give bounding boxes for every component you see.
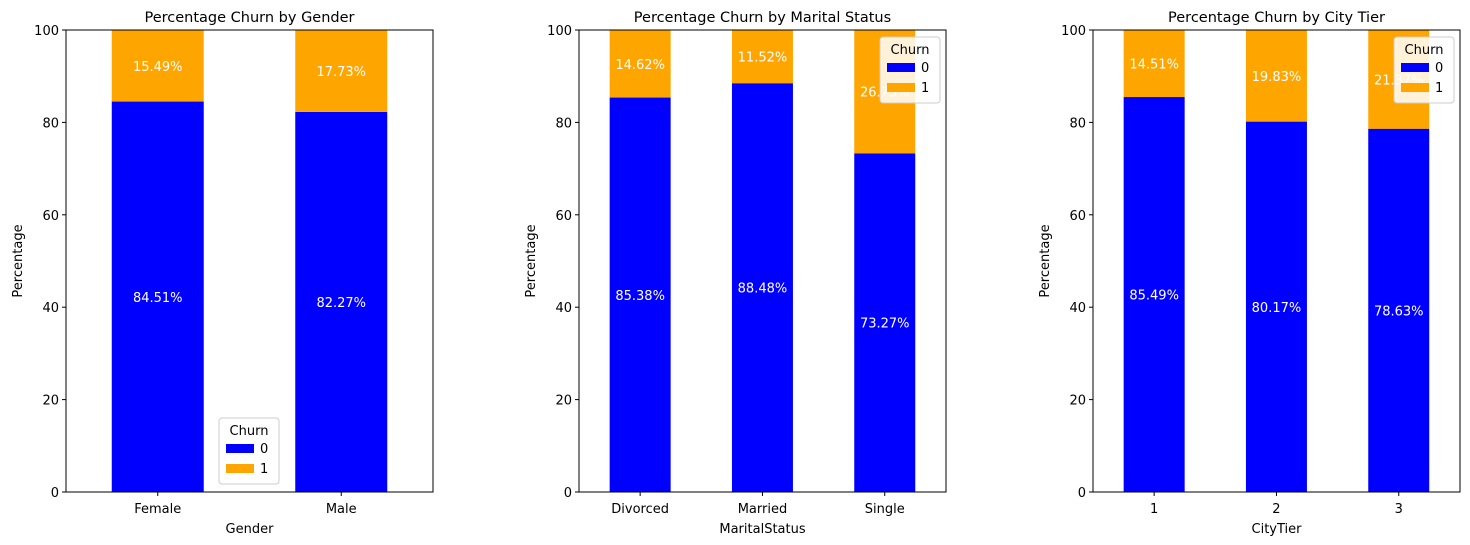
bar-label: 14.51%	[1129, 58, 1179, 73]
x-tick-label: Divorced	[611, 502, 669, 517]
legend-entry-label: 1	[1435, 81, 1443, 96]
bar-label: 19.83%	[1252, 70, 1302, 85]
y-tick-label: 100	[547, 24, 572, 39]
legend-title: Churn	[1405, 43, 1444, 58]
bar-label: 14.62%	[615, 58, 665, 73]
chart-panel-2: Percentage Churn by Marital Status 85.38%…	[524, 10, 946, 537]
bar-label: 11.52%	[738, 51, 788, 66]
legend-entry-label: 1	[260, 462, 268, 477]
y-tick-label: 60	[1069, 209, 1086, 224]
legend: Churn 0 1	[880, 37, 940, 103]
legend-entry-label: 0	[1435, 61, 1443, 76]
x-axis-label: Gender	[226, 522, 275, 537]
y-tick-label: 80	[42, 116, 59, 131]
y-tick-label: 100	[1061, 24, 1086, 39]
x-tick-label: Married	[738, 502, 788, 517]
legend-swatch-churn-1	[887, 83, 915, 92]
legend-swatch-churn-1	[226, 464, 254, 473]
y-tick-label: 60	[42, 209, 59, 224]
legend-title: Churn	[891, 43, 930, 58]
legend-swatch-churn-1	[1401, 83, 1429, 92]
y-tick-label: 100	[34, 24, 59, 39]
bar-label: 84.51%	[133, 291, 183, 306]
chart-panel-3: Percentage Churn by City Tier 85.49% 14.51…	[1038, 10, 1460, 537]
legend-swatch-churn-0	[1401, 63, 1429, 72]
y-tick-label: 0	[564, 486, 572, 501]
chart-title: Percentage Churn by Marital Status	[634, 10, 891, 26]
y-axis-label: Percentage	[1038, 224, 1053, 297]
y-tick-label: 80	[555, 116, 572, 131]
bar-label: 85.38%	[615, 289, 665, 304]
x-axis-label: CityTier	[1252, 522, 1303, 537]
y-tick-label: 0	[51, 486, 59, 501]
legend: Churn 0 1	[1394, 37, 1454, 103]
x-tick-label: 1	[1150, 502, 1158, 517]
x-tick-label: Single	[865, 502, 905, 517]
y-tick-label: 20	[555, 394, 572, 409]
bar-label: 17.73%	[316, 65, 366, 80]
x-tick-label: 2	[1272, 502, 1280, 517]
legend: Churn 0 1	[219, 418, 279, 484]
y-tick-label: 40	[42, 301, 59, 316]
bar-label: 73.27%	[860, 317, 910, 332]
y-axis-label: Percentage	[524, 224, 539, 297]
y-tick-label: 60	[555, 209, 572, 224]
y-tick-label: 40	[555, 301, 572, 316]
x-tick-label: 3	[1395, 502, 1403, 517]
x-tick-label: Female	[134, 502, 181, 517]
bar-label: 88.48%	[738, 282, 788, 297]
y-axis-label: Percentage	[11, 224, 26, 297]
x-tick-label: Male	[326, 502, 357, 517]
bar-label: 85.49%	[1129, 289, 1179, 304]
bar-label: 80.17%	[1252, 301, 1302, 316]
bar-label: 82.27%	[316, 296, 366, 311]
legend-swatch-churn-0	[887, 63, 915, 72]
chart-title: Percentage Churn by Gender	[144, 10, 354, 26]
bar-label: 78.63%	[1374, 304, 1424, 319]
legend-swatch-churn-0	[226, 444, 254, 453]
legend-entry-label: 0	[921, 61, 929, 76]
y-tick-label: 20	[1069, 394, 1086, 409]
legend-title: Churn	[230, 424, 269, 439]
y-tick-label: 20	[42, 394, 59, 409]
y-tick-label: 0	[1078, 486, 1086, 501]
y-tick-label: 40	[1069, 301, 1086, 316]
x-axis-label: MaritalStatus	[719, 522, 805, 537]
legend-entry-label: 0	[260, 442, 268, 457]
bar-label: 15.49%	[133, 60, 183, 75]
legend-entry-label: 1	[921, 81, 929, 96]
y-tick-label: 80	[1069, 116, 1086, 131]
chart-title: Percentage Churn by City Tier	[1168, 10, 1385, 26]
chart-panel-1: Percentage Churn by Gender 84.51% 15.49% 82…	[11, 10, 433, 537]
